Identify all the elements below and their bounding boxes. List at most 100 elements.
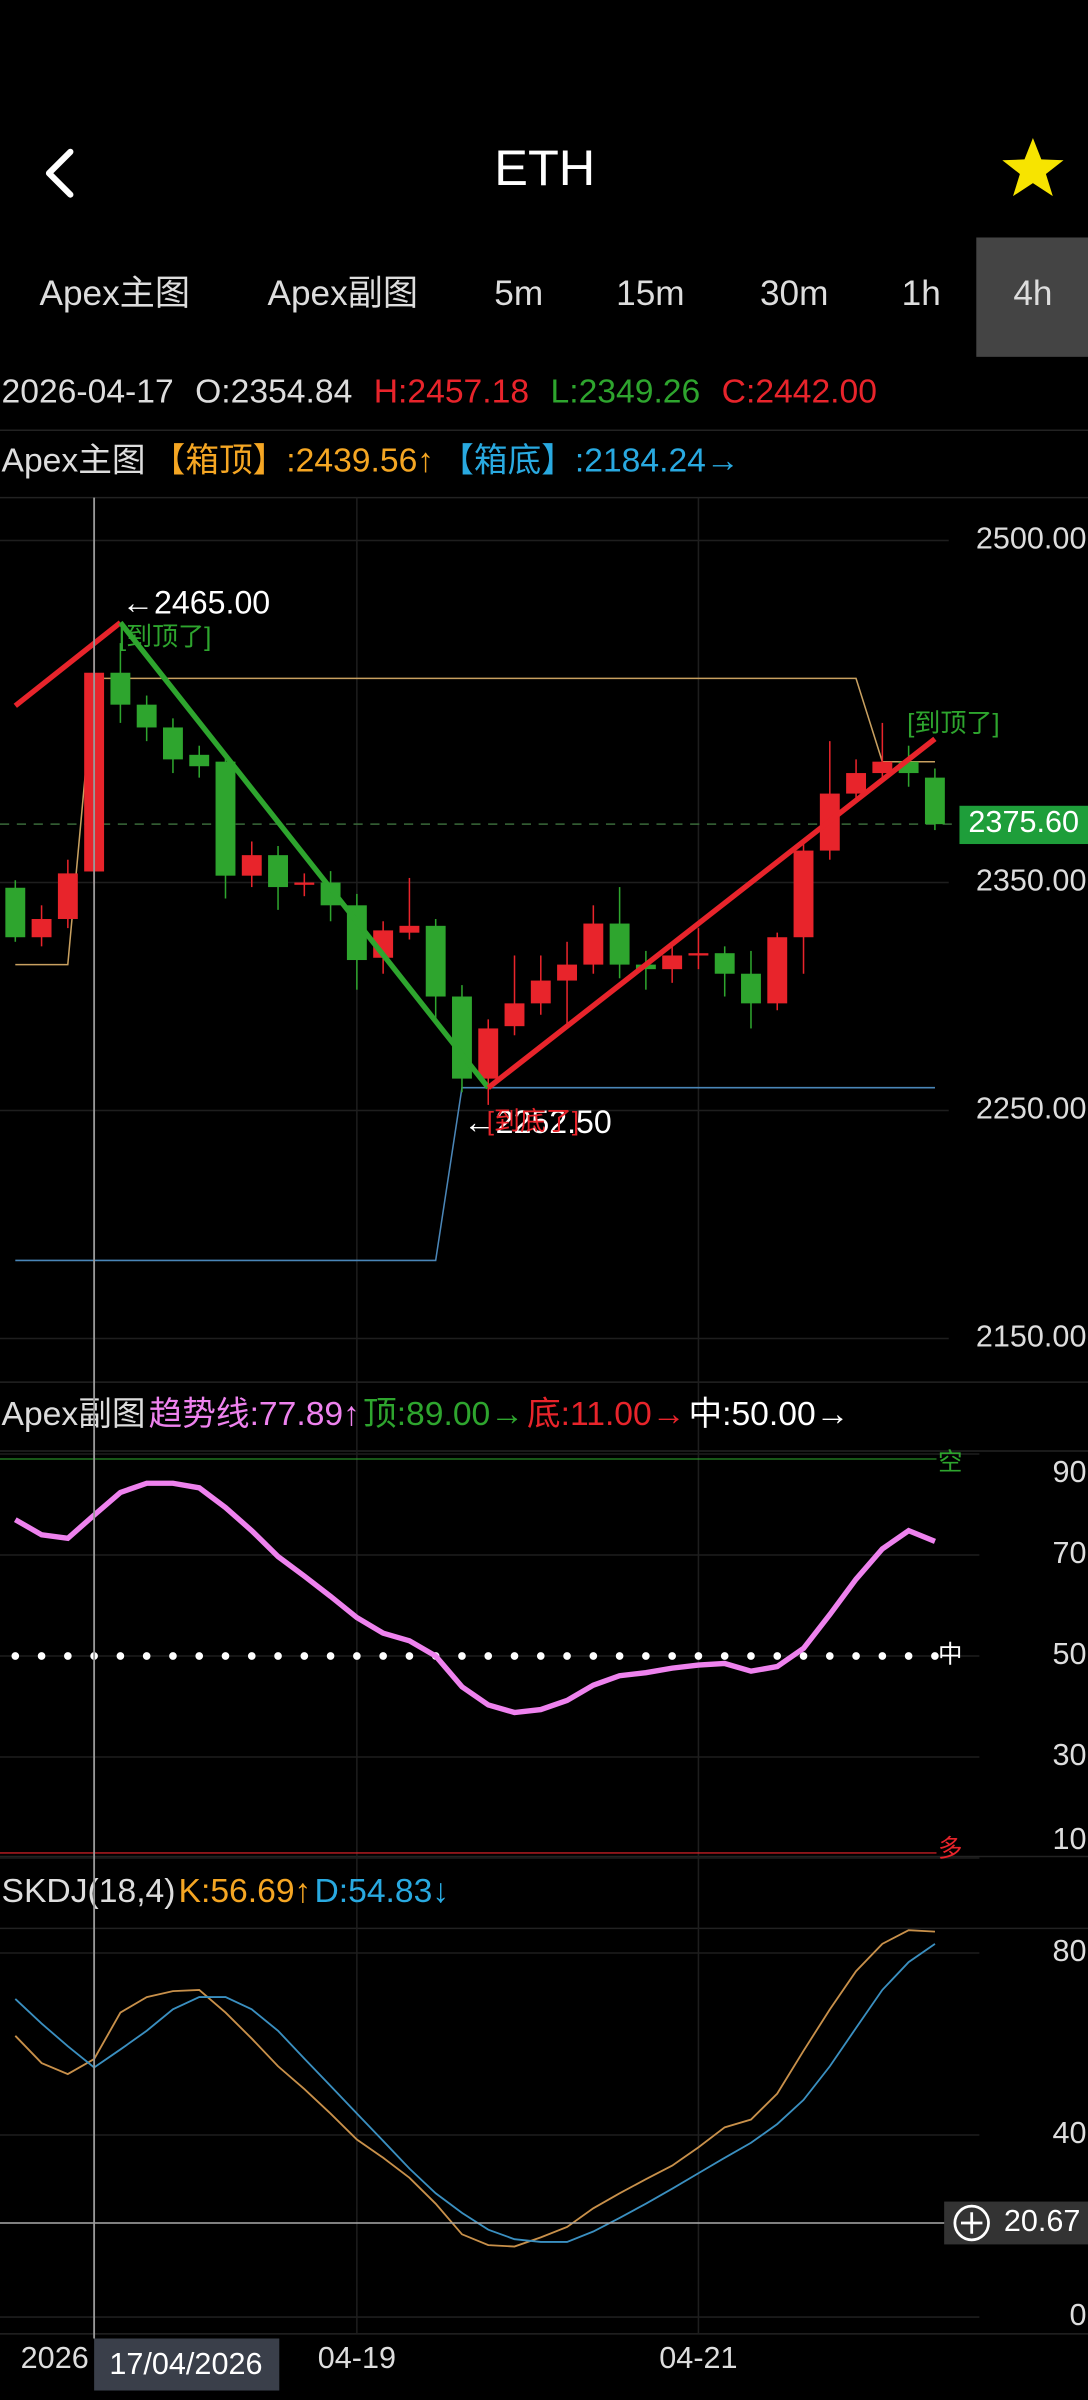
signal-label: [到顶了] [907, 708, 999, 738]
ohlc-value: C:2442.00 [722, 373, 877, 410]
page-title: ETH [494, 139, 595, 196]
signal-label: [到底了] [487, 1106, 579, 1136]
candle-body [320, 882, 341, 906]
candle-body [504, 1003, 525, 1027]
candle-body [110, 672, 131, 705]
legend-item: 顶:89.00→ [363, 1396, 524, 1433]
candle-body [583, 923, 604, 965]
x-tick-label: 04-21 [659, 2341, 737, 2375]
ohlc-date: 2026-04-17 [2, 373, 174, 410]
price-label: ←2252.50 [463, 1104, 611, 1140]
x-tick-label: 2026 [21, 2341, 89, 2375]
candle-body [846, 773, 867, 794]
signal-label: [到顶了] [119, 622, 211, 652]
level-label: 多 [938, 1834, 962, 1862]
crosshair-date-box [94, 2338, 280, 2391]
y-tick-label: 40 [1052, 2116, 1086, 2150]
candle-body [215, 761, 236, 876]
legend: Apex主图 【箱顶】:2439.56↑ 【箱底】:2184.24→ [2, 441, 740, 479]
favorite-star[interactable] [1002, 138, 1064, 197]
candle-body [872, 761, 893, 774]
legend-item: Apex副图 [2, 1396, 146, 1433]
box-bottom-line [15, 1086, 935, 1262]
tab[interactable]: 30m [760, 274, 828, 313]
trend-line [118, 620, 491, 1090]
candle-body [662, 955, 683, 970]
legend-item: 【箱底】:2184.24→ [440, 441, 739, 479]
y-tick-label: 2350.00 [976, 864, 1087, 898]
active-tab-bg [976, 237, 1088, 357]
candle-body [898, 761, 919, 774]
y-tick-label: 70 [1052, 1536, 1086, 1570]
candle-body [793, 850, 814, 938]
legend-item: D:54.83↓ [314, 1873, 449, 1910]
candle-body [5, 887, 26, 938]
tab[interactable]: 5m [494, 274, 543, 313]
y-tick-label: 0 [1069, 2298, 1086, 2332]
candle-body [557, 964, 578, 981]
candle-body [31, 918, 52, 938]
legend-item: SKDJ(18,4) [2, 1873, 176, 1910]
candle-body [163, 727, 183, 760]
legend-item: Apex主图 [2, 442, 146, 479]
tab[interactable]: 15m [616, 274, 684, 313]
candle-body [714, 953, 735, 974]
candle-body [57, 873, 78, 919]
ohlc-value: L:2349.26 [551, 373, 701, 410]
ohlc-value: O:2354.84 [195, 373, 352, 410]
legend-item: 趋势线:77.89↑ [149, 1395, 360, 1433]
y-tick-label: 2250.00 [976, 1092, 1087, 1126]
trend-line [13, 1480, 936, 1716]
back-button[interactable] [45, 148, 74, 198]
legend-item: 中:50.00→ [688, 1395, 849, 1433]
candle-body [189, 754, 210, 767]
y-tick-label: 2500.00 [976, 522, 1087, 556]
candle-body [767, 937, 788, 1004]
candle-body [688, 953, 709, 956]
candle-body [478, 1028, 499, 1079]
indicator-line [14, 1929, 936, 2248]
ohlc-value: H:2457.18 [374, 373, 529, 410]
crosshair-value: 20.67 [1004, 2204, 1081, 2238]
y-tick-label: 80 [1052, 1934, 1086, 1968]
trend-line [13, 620, 123, 708]
crosshair-icon [953, 2204, 990, 2242]
ohlc-row: 2026-04-17 O:2354.84 H:2457.18 L:2349.26 C:2… [2, 373, 877, 410]
tab[interactable]: Apex主图 [39, 274, 190, 313]
level-label: 空 [938, 1448, 962, 1476]
current-price-box [959, 805, 1088, 845]
crosshair-date: 17/04/2026 [109, 2347, 262, 2381]
candle-body [425, 925, 446, 997]
indicator-line [14, 1943, 936, 2243]
candle-body [399, 925, 420, 933]
box-top-line [15, 677, 935, 966]
price-label: ←2465.00 [122, 584, 270, 620]
legend: Apex副图 趋势线:77.89↑ 顶:89.00→ 底:11.00→ 中:50.00→ [2, 1395, 850, 1433]
tab[interactable]: 4h [1013, 274, 1052, 313]
legend-item: 底:11.00→ [527, 1395, 685, 1433]
candle-body [268, 855, 288, 888]
candle-body [136, 704, 157, 728]
tab[interactable]: Apex副图 [267, 274, 418, 313]
legend-item: 【箱顶】:2439.56↑ [152, 441, 434, 479]
candle-body [294, 882, 315, 885]
tab[interactable]: 1h [902, 274, 941, 313]
candle-body [741, 973, 761, 1004]
candle-body [924, 777, 945, 825]
candle-body [241, 855, 262, 876]
legend-item: K:56.69↑ [179, 1873, 312, 1910]
y-tick-label: 10 [1052, 1822, 1086, 1856]
tab-bar: Apex主图 Apex副图 5m 15m 30m 1h 4h [39, 237, 1088, 357]
trend-line [486, 736, 937, 1090]
y-tick-label: 50 [1052, 1637, 1086, 1671]
level-label: 中 [938, 1640, 962, 1668]
y-tick-label: 2150.00 [976, 1320, 1087, 1354]
x-tick-label: 04-19 [318, 2341, 396, 2375]
crosshair-icon [960, 2212, 983, 2234]
legend: SKDJ(18,4) K:56.69↑ D:54.83↓ [2, 1873, 450, 1910]
y-tick-label: 90 [1052, 1455, 1086, 1489]
candle-body [530, 980, 551, 1004]
